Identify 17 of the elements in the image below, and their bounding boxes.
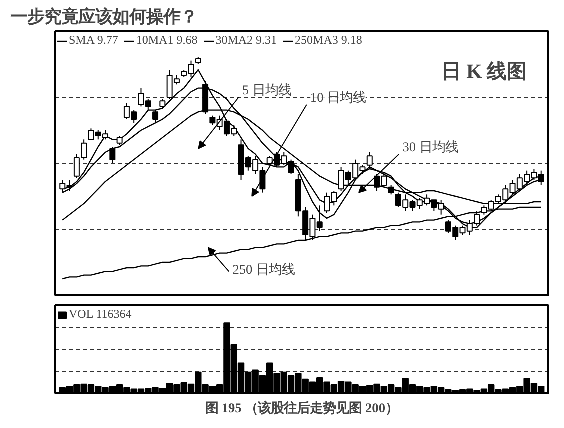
annotation: 10 日均线: [310, 90, 366, 105]
legend-label: VOL 116364: [69, 307, 132, 322]
candlestick: [116, 136, 123, 146]
text: 一步究竟应该如何操作？: [10, 8, 198, 26]
candlestick: [152, 110, 159, 124]
caption: 图 195 （该股往后走势见图 200）: [206, 400, 398, 416]
legend-label: 30MA2 9.31: [216, 33, 278, 48]
annotation: 日 K 线图: [442, 60, 528, 83]
legend-label: 10MA1 9.68: [136, 33, 198, 48]
legend-label: SMA 9.77: [69, 33, 118, 48]
text: 250 日均线: [232, 262, 296, 278]
candlestick: [366, 152, 373, 168]
legend-label: 250MA3 9.18: [295, 33, 362, 48]
candlestick: [388, 185, 394, 196]
annotation: 5 日均线: [242, 82, 292, 98]
annotation: 30 日均线: [402, 139, 458, 154]
candlestick: [110, 146, 116, 164]
